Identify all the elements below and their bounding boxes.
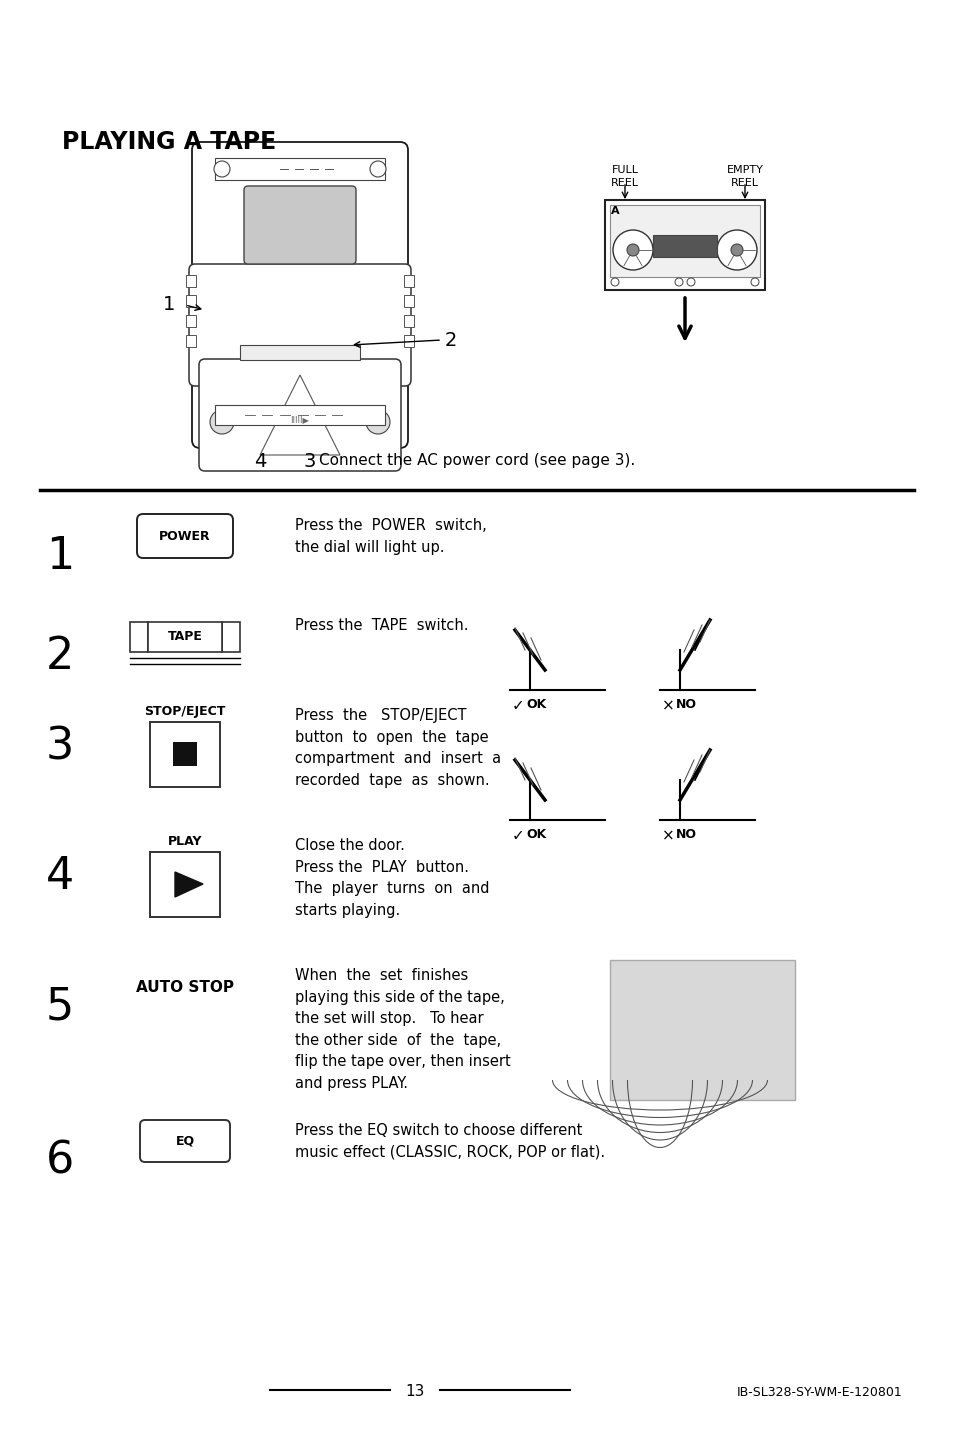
Text: OK: OK: [525, 698, 546, 711]
Circle shape: [675, 277, 682, 286]
Bar: [403, 315, 414, 327]
Text: 1: 1: [162, 296, 174, 315]
Bar: [150, 722, 220, 786]
Text: OK: OK: [525, 828, 546, 841]
Text: 6: 6: [46, 1140, 74, 1183]
Text: ✓: ✓: [512, 828, 524, 844]
Bar: [403, 295, 414, 307]
FancyBboxPatch shape: [192, 142, 408, 448]
Text: REEL: REEL: [730, 177, 759, 187]
Text: Connect the AC power cord (see page 3).: Connect the AC power cord (see page 3).: [318, 453, 635, 468]
Text: EMPTY: EMPTY: [726, 164, 762, 174]
Text: 4: 4: [253, 452, 266, 470]
Text: 2: 2: [444, 330, 456, 349]
Circle shape: [213, 162, 230, 177]
Text: A: A: [610, 206, 619, 216]
Bar: [222, 622, 240, 652]
Text: IIIII▶: IIIII▶: [291, 416, 309, 425]
Text: ×: ×: [661, 828, 674, 844]
Bar: [214, 405, 385, 425]
Text: 4: 4: [46, 855, 74, 898]
Bar: [150, 852, 220, 917]
Circle shape: [610, 277, 618, 286]
Bar: [148, 622, 222, 652]
Bar: [609, 960, 794, 1100]
Text: PLAYING A TAPE: PLAYING A TAPE: [62, 130, 276, 154]
Text: ✓: ✓: [512, 698, 524, 714]
Bar: [403, 275, 414, 287]
Bar: [609, 204, 760, 277]
Text: 3: 3: [303, 452, 315, 470]
Text: REEL: REEL: [610, 177, 639, 187]
Circle shape: [750, 277, 759, 286]
Bar: [240, 345, 359, 360]
Circle shape: [626, 245, 639, 256]
FancyBboxPatch shape: [244, 186, 355, 265]
Circle shape: [717, 230, 757, 270]
Bar: [186, 275, 195, 287]
Text: Press  the   STOP/EJECT
button  to  open  the  tape
compartment  and  insert  a
: Press the STOP/EJECT button to open the …: [294, 708, 500, 788]
Circle shape: [613, 230, 652, 270]
Text: FULL: FULL: [611, 164, 638, 174]
Circle shape: [210, 410, 233, 433]
Text: Close the door.
Press the  PLAY  button.
The  player  turns  on  and
starts play: Close the door. Press the PLAY button. T…: [294, 838, 489, 918]
Bar: [403, 335, 414, 347]
FancyBboxPatch shape: [189, 265, 411, 386]
Bar: [186, 315, 195, 327]
Text: 13: 13: [405, 1384, 424, 1400]
Text: POWER: POWER: [159, 529, 211, 542]
Text: 3: 3: [46, 725, 74, 768]
Text: EQ: EQ: [175, 1134, 194, 1147]
Text: STOP/EJECT: STOP/EJECT: [144, 705, 226, 718]
Text: 1: 1: [46, 535, 74, 578]
Text: AUTO STOP: AUTO STOP: [136, 981, 233, 995]
Bar: [172, 742, 196, 766]
Text: 2: 2: [46, 635, 74, 678]
Polygon shape: [174, 872, 203, 897]
FancyBboxPatch shape: [199, 359, 400, 470]
Text: IB-SL328-SY-WM-E-120801: IB-SL328-SY-WM-E-120801: [737, 1386, 902, 1399]
Circle shape: [686, 277, 695, 286]
Text: Press the  POWER  switch,
the dial will light up.: Press the POWER switch, the dial will li…: [294, 518, 486, 555]
Circle shape: [730, 245, 742, 256]
Text: When  the  set  finishes
playing this side of the tape,
the set will stop.   To : When the set finishes playing this side …: [294, 968, 510, 1091]
FancyBboxPatch shape: [140, 1120, 230, 1163]
FancyBboxPatch shape: [137, 513, 233, 558]
Text: 5: 5: [46, 985, 74, 1028]
Bar: [186, 295, 195, 307]
Text: NO: NO: [676, 698, 697, 711]
Bar: [214, 157, 385, 180]
Text: Press the  TAPE  switch.: Press the TAPE switch.: [294, 618, 468, 633]
Bar: [186, 335, 195, 347]
Polygon shape: [260, 375, 339, 455]
Bar: [130, 622, 148, 652]
Bar: [604, 200, 764, 290]
Circle shape: [370, 162, 386, 177]
Text: PLAY: PLAY: [168, 835, 202, 848]
Text: ×: ×: [661, 698, 674, 714]
Text: NO: NO: [676, 828, 697, 841]
Circle shape: [366, 410, 390, 433]
Text: Press the EQ switch to choose different
music effect (CLASSIC, ROCK, POP or flat: Press the EQ switch to choose different …: [294, 1123, 604, 1160]
Text: TAPE: TAPE: [168, 631, 202, 644]
Bar: [652, 235, 717, 257]
